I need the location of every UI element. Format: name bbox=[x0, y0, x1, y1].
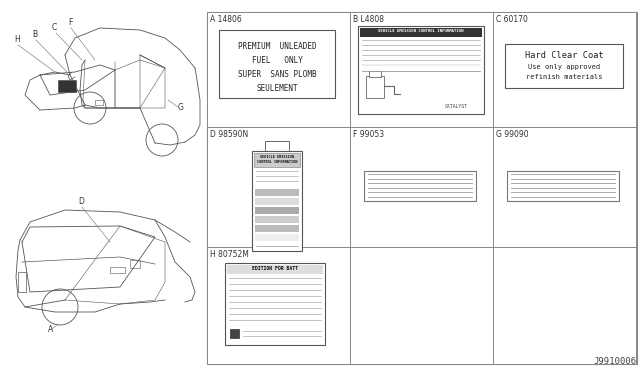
Bar bbox=[252, 151, 302, 251]
Bar bbox=[58, 80, 76, 92]
Bar bbox=[254, 153, 300, 167]
Bar bbox=[350, 12, 493, 127]
Text: A: A bbox=[48, 325, 53, 334]
Bar bbox=[207, 247, 350, 364]
Text: C 60170: C 60170 bbox=[496, 15, 528, 24]
Bar bbox=[493, 12, 636, 127]
Bar bbox=[255, 189, 299, 196]
Bar bbox=[507, 171, 619, 201]
Text: SUPER  SANS PLOMB: SUPER SANS PLOMB bbox=[237, 70, 316, 79]
Text: Hard Clear Coat: Hard Clear Coat bbox=[525, 51, 604, 60]
Bar bbox=[350, 247, 493, 364]
Bar bbox=[350, 127, 493, 247]
Bar bbox=[255, 225, 299, 232]
Bar bbox=[255, 234, 299, 241]
Bar bbox=[364, 171, 476, 201]
Text: FUEL   ONLY: FUEL ONLY bbox=[252, 56, 303, 65]
Text: D 98590N: D 98590N bbox=[210, 130, 248, 139]
Text: F 99053: F 99053 bbox=[353, 130, 384, 139]
Text: C: C bbox=[52, 23, 57, 32]
Text: EDITION FOR BATT: EDITION FOR BATT bbox=[252, 266, 298, 271]
Bar bbox=[95, 100, 103, 105]
Text: refinish materials: refinish materials bbox=[525, 74, 602, 80]
Bar bbox=[207, 12, 637, 364]
Bar bbox=[207, 127, 350, 247]
Text: A 14806: A 14806 bbox=[210, 15, 242, 24]
Text: J9910006: J9910006 bbox=[593, 357, 636, 366]
Text: H: H bbox=[14, 35, 20, 44]
Bar bbox=[219, 30, 335, 98]
Bar bbox=[255, 198, 299, 205]
Bar bbox=[227, 265, 323, 274]
Text: B: B bbox=[32, 30, 37, 39]
Bar bbox=[255, 207, 299, 214]
Text: Use only approved: Use only approved bbox=[528, 64, 600, 70]
Text: G: G bbox=[178, 103, 184, 112]
Bar bbox=[505, 44, 623, 88]
Bar bbox=[207, 12, 350, 127]
Bar bbox=[230, 329, 239, 338]
Text: VEHICLE EMISSION CONTROL INFORMATION: VEHICLE EMISSION CONTROL INFORMATION bbox=[378, 29, 464, 33]
Text: SEULEMENT: SEULEMENT bbox=[256, 84, 298, 93]
Bar bbox=[358, 26, 484, 114]
Bar bbox=[493, 127, 636, 247]
Bar bbox=[18, 272, 26, 292]
Text: F: F bbox=[68, 18, 72, 27]
Text: PREMIUM  UNLEADED: PREMIUM UNLEADED bbox=[237, 42, 316, 51]
Bar bbox=[369, 71, 381, 77]
Text: VEHICLE EMISSION: VEHICLE EMISSION bbox=[260, 155, 294, 159]
Bar bbox=[360, 28, 482, 37]
Bar bbox=[366, 76, 384, 98]
Text: CONTROL INFORMATION: CONTROL INFORMATION bbox=[257, 160, 297, 164]
Bar bbox=[265, 141, 289, 151]
Text: G 99090: G 99090 bbox=[496, 130, 529, 139]
Bar bbox=[225, 263, 325, 345]
Bar bbox=[110, 267, 125, 273]
Bar bbox=[130, 260, 140, 268]
Text: B L4808: B L4808 bbox=[353, 15, 384, 24]
Text: D: D bbox=[78, 197, 84, 206]
Text: H 80752M: H 80752M bbox=[210, 250, 249, 259]
Text: CATALYST: CATALYST bbox=[445, 104, 467, 109]
Bar bbox=[255, 216, 299, 223]
Bar bbox=[493, 247, 636, 364]
